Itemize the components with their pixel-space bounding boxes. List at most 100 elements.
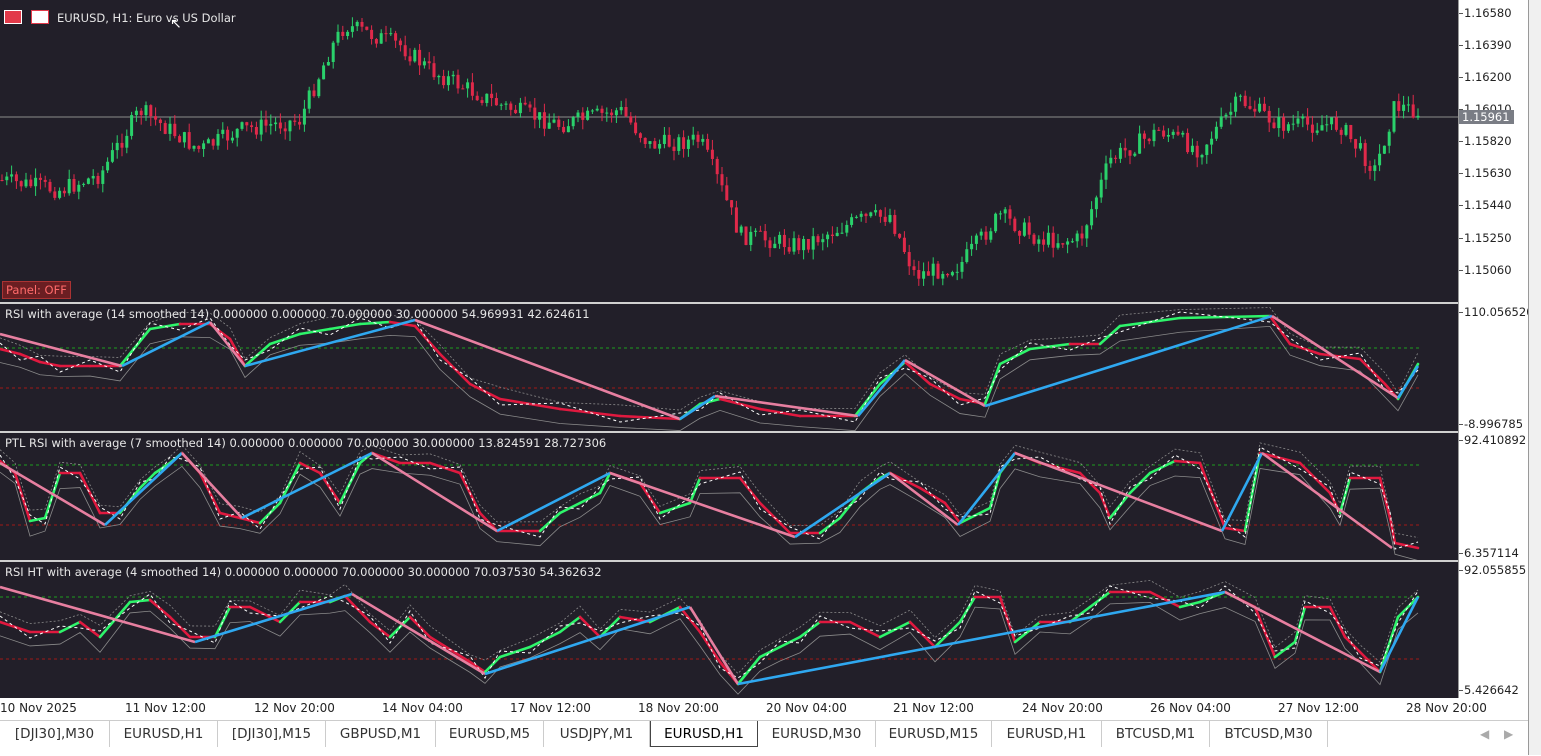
chart-tab[interactable]: EURUSD,M5 bbox=[436, 721, 544, 747]
chart-tab-active[interactable]: EURUSD,H1 bbox=[650, 721, 758, 747]
indicator-line-segment bbox=[468, 660, 487, 674]
chart-tab[interactable]: BTCUSD,M1 bbox=[1102, 721, 1210, 747]
chart-tab[interactable]: [DJI30],M15 bbox=[218, 721, 326, 747]
candle-body bbox=[614, 110, 618, 116]
pane-separator[interactable] bbox=[0, 560, 1458, 562]
candle-body bbox=[58, 190, 62, 198]
candle-body bbox=[677, 137, 681, 151]
candle-body bbox=[1382, 145, 1386, 154]
candle-body bbox=[970, 243, 974, 250]
chart-area[interactable]: EURUSD, H1: Euro vs US Dollar Panel: OFF… bbox=[0, 0, 1458, 698]
candle-body bbox=[1258, 103, 1262, 112]
candle-body bbox=[926, 271, 930, 276]
candle-body bbox=[1416, 115, 1420, 118]
pane-separator[interactable] bbox=[0, 302, 1458, 304]
candle-body bbox=[163, 123, 167, 134]
zigzag-segment bbox=[241, 451, 373, 520]
candle-body bbox=[14, 174, 18, 182]
indicator-line-segment bbox=[1148, 459, 1177, 475]
chart-tab[interactable]: USDJPY,M1 bbox=[544, 721, 650, 747]
candle-body bbox=[82, 183, 86, 185]
indicator-line-segment bbox=[268, 332, 302, 346]
indicator-line-segment bbox=[483, 655, 502, 674]
zigzag-segment bbox=[737, 590, 1226, 686]
candle-body bbox=[1349, 124, 1353, 140]
indicator-line-segment bbox=[558, 501, 582, 515]
candle-body bbox=[29, 179, 33, 187]
candle-body bbox=[547, 122, 551, 129]
candle-body bbox=[278, 122, 282, 129]
candle-body bbox=[734, 207, 738, 233]
candle-body bbox=[1138, 133, 1142, 154]
rsi-ht-pane[interactable]: RSI HT with average (4 smoothed 14) 0.00… bbox=[0, 562, 1458, 698]
candle-body bbox=[850, 217, 854, 225]
candle-body bbox=[38, 177, 42, 180]
chart-tab[interactable]: EURUSD,H1 bbox=[992, 721, 1102, 747]
ptl-rsi-pane[interactable]: PTL RSI with average (7 smoothed 14) 0.0… bbox=[0, 433, 1458, 560]
candle-body bbox=[130, 115, 134, 136]
zigzag-segment bbox=[794, 471, 891, 539]
candle-body bbox=[523, 102, 527, 105]
candle-body bbox=[998, 213, 1002, 215]
scroll-right-icon[interactable]: ▶ bbox=[1504, 727, 1514, 741]
chart-menu-icon[interactable] bbox=[4, 10, 22, 24]
chart-tab[interactable]: EURUSD,H1 bbox=[110, 721, 218, 747]
indicator-line-segment bbox=[78, 620, 102, 639]
candle-body bbox=[1181, 132, 1185, 135]
indicator-line-segment bbox=[1288, 342, 1322, 356]
candle-body bbox=[5, 176, 9, 181]
indicator-line-segment bbox=[903, 360, 932, 386]
candle-body bbox=[341, 31, 345, 37]
candle-body bbox=[778, 234, 782, 244]
candle-body bbox=[77, 184, 81, 192]
candle-body bbox=[1296, 118, 1300, 124]
candle-body bbox=[1075, 233, 1079, 242]
candle-body bbox=[53, 191, 57, 198]
one-click-trading-icon[interactable] bbox=[31, 10, 49, 24]
chart-tab[interactable]: GBPUSD,M1 bbox=[326, 721, 436, 747]
candle-body bbox=[720, 174, 724, 186]
scroll-left-icon[interactable]: ◀ bbox=[1480, 727, 1490, 741]
chart-tab[interactable]: EURUSD,M15 bbox=[876, 721, 992, 747]
candle-body bbox=[158, 119, 162, 124]
panel-toggle-button[interactable]: Panel: OFF bbox=[2, 281, 71, 299]
rsi-label: RSI with average (14 smoothed 14) 0.0000… bbox=[5, 307, 590, 321]
candle-body bbox=[941, 273, 945, 279]
candle-body bbox=[326, 62, 330, 66]
side-panel-strip[interactable] bbox=[1528, 0, 1541, 755]
price-pane[interactable]: EURUSD, H1: Euro vs US Dollar Panel: OFF… bbox=[0, 0, 1458, 302]
zigzag-segment bbox=[496, 471, 611, 533]
candle-body bbox=[1032, 234, 1036, 244]
candle-body bbox=[686, 139, 690, 149]
chart-tab[interactable]: [DJI30],M30 bbox=[0, 721, 110, 747]
time-axis[interactable]: 10 Nov 2025 11 Nov 12:00 12 Nov 20:00 14… bbox=[0, 698, 1487, 718]
time-tick: 21 Nov 12:00 bbox=[893, 701, 974, 715]
indicator-line-segment bbox=[1178, 314, 1272, 320]
candle-body bbox=[1267, 110, 1271, 123]
chart-tab[interactable]: EURUSD,M30 bbox=[758, 721, 876, 747]
candle-body bbox=[730, 200, 734, 208]
candle-body bbox=[605, 112, 609, 114]
candle-body bbox=[235, 128, 239, 138]
candle-body bbox=[274, 122, 278, 125]
candlestick-chart[interactable] bbox=[0, 0, 1458, 302]
rsi-pane[interactable]: RSI with average (14 smoothed 14) 0.0000… bbox=[0, 304, 1458, 431]
indicator-line-segment bbox=[598, 615, 622, 639]
candle-body bbox=[816, 236, 820, 243]
candle-body bbox=[518, 102, 522, 114]
pane-separator[interactable] bbox=[0, 431, 1458, 433]
candle-body bbox=[955, 271, 959, 273]
candle-body bbox=[758, 230, 762, 232]
candle-body bbox=[566, 126, 570, 133]
time-tick: 11 Nov 12:00 bbox=[125, 701, 206, 715]
candle-body bbox=[581, 112, 585, 120]
chart-tab[interactable]: BTCUSD,M30 bbox=[1210, 721, 1328, 747]
candle-body bbox=[691, 134, 695, 140]
candle-body bbox=[1397, 101, 1401, 111]
candle-body bbox=[192, 145, 196, 149]
candle-body bbox=[86, 178, 90, 184]
candle-body bbox=[1214, 126, 1218, 139]
indicator-line-segment bbox=[738, 476, 762, 505]
price-scale[interactable]: 1.16580 1.16390 1.16200 1.16010 1.15820 … bbox=[1458, 0, 1534, 698]
candle-body bbox=[1406, 104, 1410, 106]
